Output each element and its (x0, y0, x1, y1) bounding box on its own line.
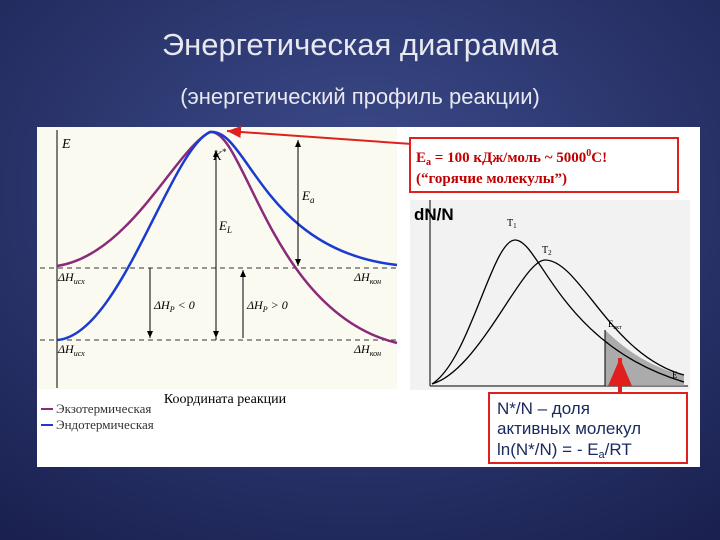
note-line: Ea = 100 кДж/моль ~ 50000C! (416, 148, 607, 168)
note-box (409, 137, 679, 193)
endothermic-curve (56, 130, 398, 342)
pointer-arrow (226, 125, 413, 145)
fraction-line: ln(N*/N) = - Ea/RT (497, 440, 632, 461)
level-label: ΔHкон (353, 270, 381, 286)
legend-label: Экзотермическая (56, 401, 151, 416)
fraction-line: активных молекул (497, 419, 641, 438)
subtitle: (энергетический профиль реакции) (180, 84, 540, 109)
enthalpy-label: ΔHP < 0 (153, 298, 195, 314)
enthalpy-label: ΔHP > 0 (246, 298, 288, 314)
y-axis-label: dN/N (414, 205, 454, 224)
level-label: ΔHисх (57, 270, 85, 286)
curve-t2 (431, 259, 685, 385)
axis-label: E (61, 137, 71, 152)
fraction-line: N*/N – доля (497, 399, 590, 418)
diagram-area (37, 127, 397, 389)
chart-area (410, 200, 690, 390)
fraction-box (488, 392, 688, 464)
curve-t1 (431, 239, 685, 385)
activation-energy: Ea (301, 188, 315, 205)
title: Энергетическая диаграмма (162, 27, 559, 62)
level-label: ΔHкон (353, 342, 381, 358)
curve-label: T2 (542, 245, 552, 257)
level-label: ΔHисх (57, 342, 85, 358)
reverse-energy: EL (218, 218, 232, 235)
x-axis-label: E (672, 370, 678, 380)
distribution-chart: dN/N T1 T2 Eакт E (410, 200, 690, 392)
legend-label: Эндотермическая (56, 417, 154, 432)
activated-complex: K* (212, 147, 227, 163)
curve-label: T1 (507, 218, 517, 230)
threshold-label: Eакт (608, 319, 622, 331)
x-axis-label: Координата реакции (164, 392, 287, 407)
energy-diagram: E K* Ea EL ΔHисх ΔHкон ΔHисх ΔHкон ΔHP <… (37, 127, 398, 432)
note-line: (“горячие молекулы”) (416, 171, 567, 187)
